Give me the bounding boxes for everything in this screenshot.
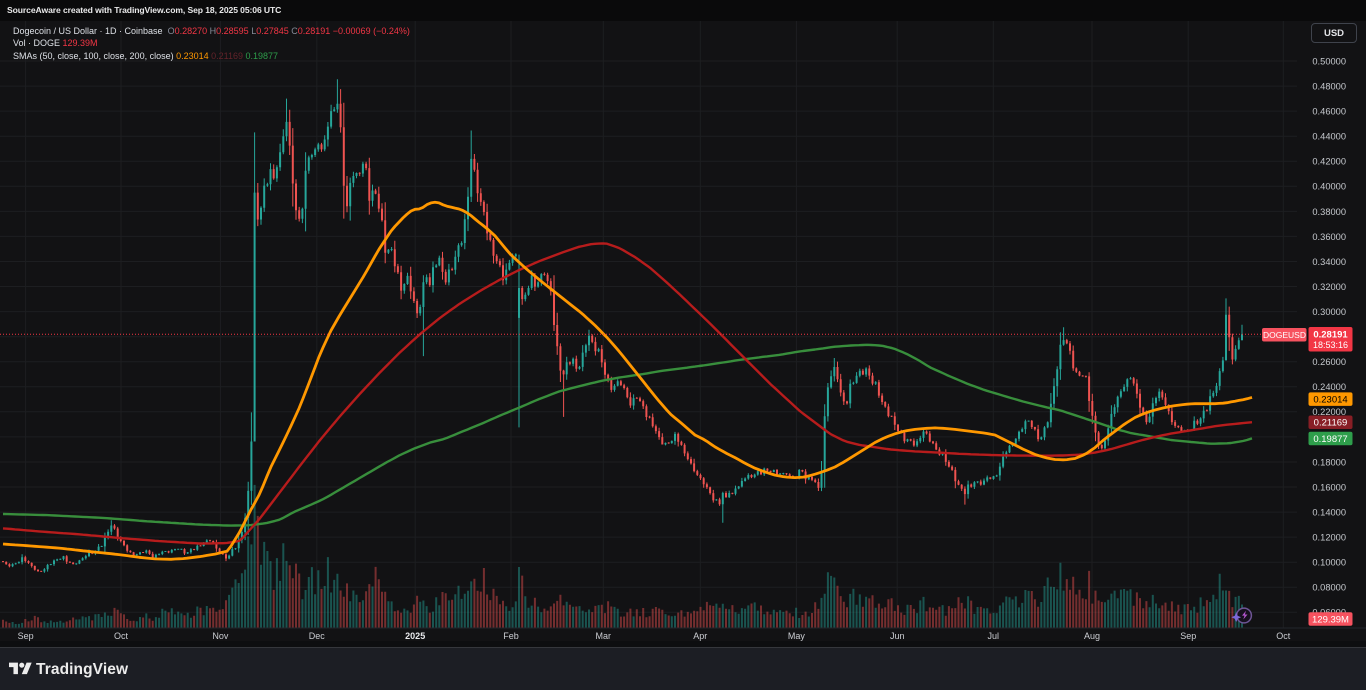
svg-text:Oct: Oct xyxy=(1276,631,1291,641)
svg-text:Feb: Feb xyxy=(503,631,519,641)
svg-text:0.26000: 0.26000 xyxy=(1312,357,1346,367)
svg-text:0.28191: 0.28191 xyxy=(1313,330,1348,341)
svg-text:0.21169: 0.21169 xyxy=(1314,418,1348,429)
svg-text:0.22000: 0.22000 xyxy=(1312,407,1346,417)
svg-text:Nov: Nov xyxy=(212,631,229,641)
svg-text:0.30000: 0.30000 xyxy=(1312,307,1346,317)
svg-text:18:53:16: 18:53:16 xyxy=(1313,340,1348,350)
svg-text:0.42000: 0.42000 xyxy=(1312,157,1346,167)
svg-text:0.38000: 0.38000 xyxy=(1312,207,1346,217)
svg-text:129.39M: 129.39M xyxy=(1312,614,1349,625)
svg-text:0.50000: 0.50000 xyxy=(1312,56,1346,66)
svg-text:May: May xyxy=(788,631,806,641)
svg-text:Aug: Aug xyxy=(1084,631,1100,641)
svg-text:Oct: Oct xyxy=(114,631,129,641)
svg-text:0.46000: 0.46000 xyxy=(1312,107,1346,117)
svg-text:0.36000: 0.36000 xyxy=(1312,232,1346,242)
svg-text:0.23014: 0.23014 xyxy=(1313,395,1347,406)
svg-text:0.08000: 0.08000 xyxy=(1312,583,1346,593)
svg-text:0.44000: 0.44000 xyxy=(1312,132,1346,142)
svg-text:Jun: Jun xyxy=(890,631,905,641)
svg-text:Dec: Dec xyxy=(309,631,326,641)
svg-text:0.24000: 0.24000 xyxy=(1312,382,1346,392)
svg-text:0.16000: 0.16000 xyxy=(1312,482,1346,492)
svg-text:2025: 2025 xyxy=(405,631,425,641)
svg-text:Jul: Jul xyxy=(988,631,1000,641)
svg-text:DOGEUSD: DOGEUSD xyxy=(1263,330,1306,340)
svg-text:0.32000: 0.32000 xyxy=(1312,282,1346,292)
svg-text:Sep: Sep xyxy=(1180,631,1196,641)
svg-text:0.18000: 0.18000 xyxy=(1312,457,1346,467)
svg-text:0.48000: 0.48000 xyxy=(1312,82,1346,92)
svg-text:Sep: Sep xyxy=(18,631,34,641)
svg-text:0.40000: 0.40000 xyxy=(1312,182,1346,192)
svg-text:0.12000: 0.12000 xyxy=(1312,533,1346,543)
svg-text:0.19877: 0.19877 xyxy=(1313,434,1347,445)
svg-text:Apr: Apr xyxy=(693,631,707,641)
svg-text:Mar: Mar xyxy=(596,631,612,641)
svg-text:0.14000: 0.14000 xyxy=(1312,508,1346,518)
svg-text:0.34000: 0.34000 xyxy=(1312,257,1346,267)
svg-text:0.10000: 0.10000 xyxy=(1312,558,1346,568)
